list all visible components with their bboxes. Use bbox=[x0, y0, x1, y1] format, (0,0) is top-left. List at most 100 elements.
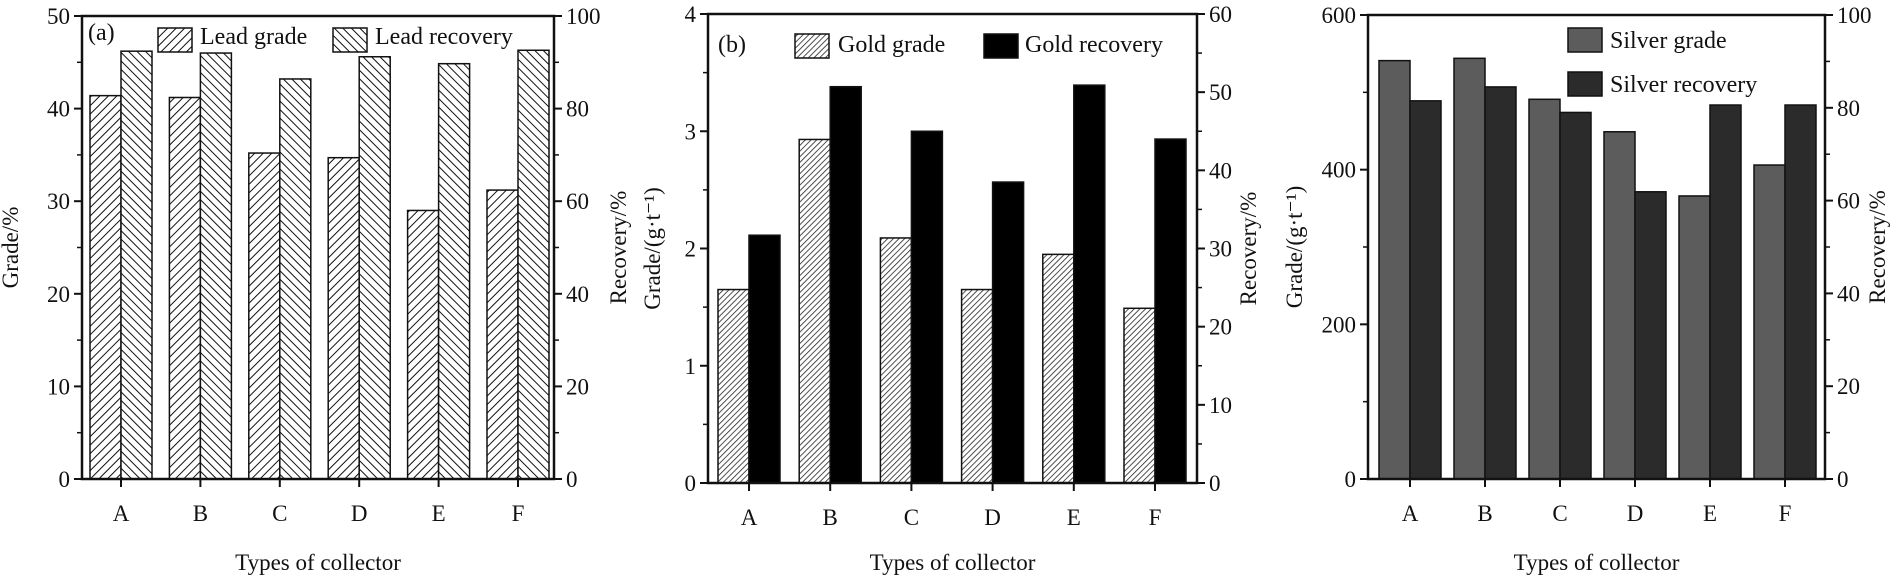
bar-gold-grade bbox=[798, 138, 831, 484]
bar-gold-grade bbox=[1042, 253, 1075, 484]
bar-gold-grade bbox=[1123, 307, 1156, 484]
x-tick-label: C bbox=[904, 505, 919, 530]
y2-tick-label: 50 bbox=[1209, 80, 1232, 105]
legend-swatch bbox=[983, 33, 1019, 59]
legend-label: Lead recovery bbox=[375, 24, 513, 50]
legend-label: Lead grade bbox=[200, 24, 307, 50]
y-axis-label: Grade/% bbox=[0, 207, 23, 289]
bar-silver-recovery bbox=[1709, 104, 1742, 480]
x-tick-label: A bbox=[741, 505, 758, 530]
y-tick-label: 200 bbox=[1322, 312, 1357, 337]
y2-tick-label: 60 bbox=[566, 189, 589, 214]
bar-lead-grade bbox=[89, 94, 122, 480]
bar-lead-recovery bbox=[199, 52, 233, 480]
y2-axis-label: Recovery/% bbox=[1865, 190, 1890, 304]
y-tick-label: 2 bbox=[685, 237, 697, 262]
y2-tick-label: 20 bbox=[1837, 374, 1860, 399]
x-tick-label: D bbox=[351, 501, 368, 526]
y-tick-label: 1 bbox=[685, 354, 697, 379]
x-tick-label: B bbox=[1477, 501, 1492, 526]
bar-lead-grade bbox=[327, 156, 360, 480]
y-tick-label: 30 bbox=[47, 189, 70, 214]
legend-label: Silver recovery bbox=[1610, 72, 1757, 98]
x-tick-label: E bbox=[1067, 505, 1081, 530]
legend-swatch bbox=[794, 33, 830, 59]
y2-tick-label: 80 bbox=[566, 97, 589, 122]
y-tick-label: 0 bbox=[685, 471, 697, 496]
bar-silver-grade bbox=[1378, 59, 1411, 480]
bar-lead-grade bbox=[486, 189, 519, 480]
y-tick-label: 20 bbox=[47, 282, 70, 307]
bar-gold-recovery bbox=[910, 130, 944, 484]
x-tick-label: B bbox=[193, 501, 208, 526]
y2-tick-label: 20 bbox=[1209, 315, 1232, 340]
x-tick-label: E bbox=[432, 501, 446, 526]
panel-label: (b) bbox=[718, 32, 746, 58]
x-tick-label: D bbox=[984, 505, 1001, 530]
x-axis-label: Types of collector bbox=[870, 550, 1036, 575]
y2-tick-label: 60 bbox=[1209, 2, 1232, 27]
legend-label: Silver grade bbox=[1610, 28, 1727, 54]
bar-lead-grade bbox=[168, 96, 202, 480]
x-tick-label: B bbox=[823, 505, 838, 530]
y-tick-label: 0 bbox=[1345, 467, 1357, 492]
bar-silver-grade bbox=[1453, 57, 1486, 480]
y2-tick-label: 40 bbox=[1837, 281, 1860, 306]
y2-tick-label: 30 bbox=[1209, 237, 1232, 262]
y2-tick-label: 0 bbox=[566, 467, 578, 492]
x-tick-label: A bbox=[113, 501, 130, 526]
x-tick-label: C bbox=[272, 501, 287, 526]
bar-silver-grade bbox=[1678, 195, 1711, 480]
bar-gold-recovery bbox=[1154, 138, 1187, 484]
bar-gold-recovery bbox=[991, 181, 1025, 484]
legend-swatch bbox=[332, 27, 368, 53]
x-axis-label: Types of collector bbox=[1514, 550, 1680, 575]
x-axis-label: Types of collector bbox=[235, 550, 401, 575]
bar-gold-recovery bbox=[748, 234, 781, 484]
x-tick-label: D bbox=[1627, 501, 1644, 526]
x-tick-label: F bbox=[1149, 505, 1162, 530]
bar-gold-grade bbox=[879, 237, 913, 484]
panel-label: (a) bbox=[88, 20, 115, 46]
y2-tick-label: 40 bbox=[1209, 158, 1232, 183]
y-tick-label: 40 bbox=[47, 97, 70, 122]
y-tick-label: 10 bbox=[47, 374, 70, 399]
legend-label: Gold recovery bbox=[1025, 32, 1163, 58]
x-tick-label: E bbox=[1703, 501, 1717, 526]
bar-gold-recovery bbox=[829, 85, 862, 484]
y2-axis-label: Recovery/% bbox=[606, 191, 631, 305]
bar-silver-recovery bbox=[1559, 111, 1592, 480]
y2-tick-label: 80 bbox=[1837, 96, 1860, 121]
bar-silver-recovery bbox=[1484, 86, 1517, 480]
y2-tick-label: 100 bbox=[1837, 3, 1872, 28]
y-tick-label: 50 bbox=[47, 4, 70, 29]
chart-panel-0: 0 10 20 30 40 50 0 20 40 60 80 100 A B C D E F Types of co… bbox=[0, 4, 631, 575]
bar-lead-grade bbox=[406, 209, 440, 480]
bar-silver-grade bbox=[1603, 131, 1636, 480]
x-tick-label: F bbox=[1779, 501, 1792, 526]
y-axis-label: Grade/(g·t⁻¹) bbox=[1282, 186, 1307, 308]
x-tick-label: A bbox=[1402, 501, 1419, 526]
y-axis-label: Grade/(g·t⁻¹) bbox=[640, 187, 665, 309]
y2-tick-label: 20 bbox=[566, 374, 589, 399]
legend-swatch bbox=[157, 27, 193, 53]
y2-tick-label: 0 bbox=[1837, 467, 1849, 492]
plot-frame bbox=[80, 14, 556, 481]
bar-silver-grade bbox=[1528, 98, 1561, 480]
y-tick-label: 400 bbox=[1322, 158, 1357, 183]
bar-lead-recovery bbox=[358, 55, 391, 480]
y-tick-label: 600 bbox=[1322, 3, 1357, 28]
bar-lead-recovery bbox=[279, 78, 312, 480]
bar-gold-grade bbox=[960, 288, 994, 484]
bar-lead-recovery bbox=[437, 62, 471, 480]
x-tick-label: F bbox=[512, 501, 525, 526]
bar-silver-recovery bbox=[1784, 104, 1817, 480]
bar-gold-grade bbox=[717, 288, 750, 484]
legend-swatch bbox=[1567, 71, 1603, 97]
y2-tick-label: 10 bbox=[1209, 393, 1232, 418]
bar-silver-grade bbox=[1753, 164, 1786, 480]
chart-panel-2: 0 200 400 600 0 20 40 60 80 100 A B C D E F Types of col… bbox=[1282, 3, 1890, 575]
bar-lead-grade bbox=[248, 152, 281, 480]
